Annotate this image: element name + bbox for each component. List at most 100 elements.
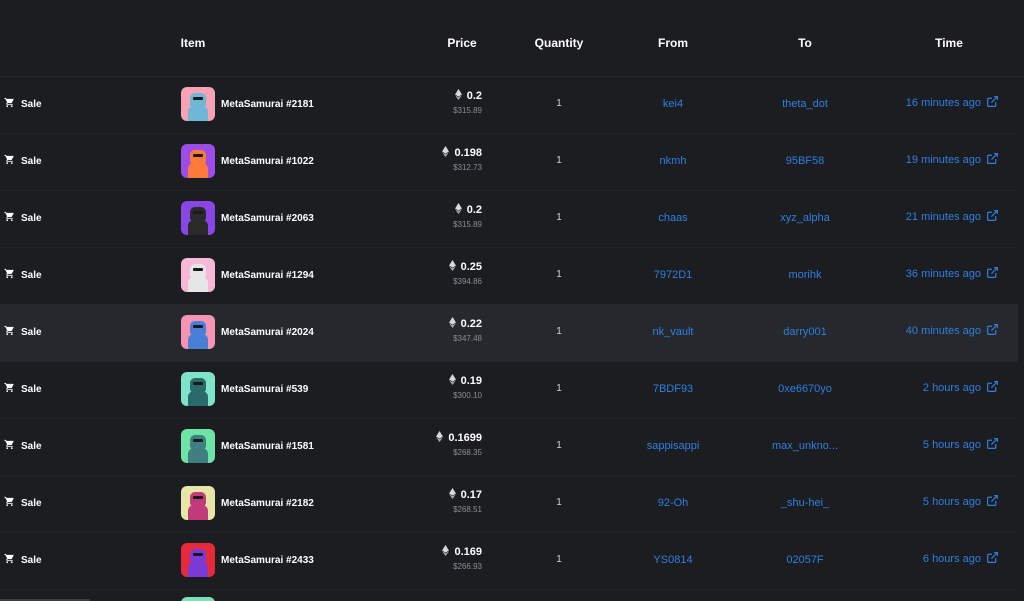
item-name[interactable]: MetaSamurai #1581 [221, 440, 314, 452]
item-thumbnail[interactable] [181, 597, 215, 601]
table-row[interactable]: Sale MetaSamurai #1294 0.25 $394.86 1 7972D1 m… [0, 247, 1018, 305]
event-label: Sale [21, 497, 42, 509]
item-thumbnail[interactable] [181, 144, 215, 178]
external-link-icon[interactable] [986, 437, 999, 453]
quantity: 1 [556, 497, 562, 508]
to-user-link[interactable]: 95BF58 [785, 155, 825, 167]
table-row[interactable]: Sale MetaSamurai #1581 0.1699 $268.35 1 sappi… [0, 418, 1018, 476]
to-user-link[interactable]: 02057F [786, 554, 824, 566]
time-link[interactable]: 5 hours ago [923, 437, 999, 453]
item-link[interactable]: MetaSamurai #2024 [181, 315, 314, 349]
external-link-icon[interactable] [986, 494, 999, 510]
external-link-icon[interactable] [986, 152, 999, 168]
time-label[interactable]: 40 minutes ago [905, 325, 981, 337]
item-link[interactable]: MetaSamurai #539 [181, 372, 308, 406]
item-name[interactable]: MetaSamurai #2433 [221, 554, 314, 566]
cart-icon [4, 496, 15, 510]
eth-icon [448, 260, 456, 275]
time-label[interactable]: 5 hours ago [922, 439, 981, 451]
cart-icon [4, 211, 15, 225]
from-user-link[interactable]: YS0814 [653, 554, 693, 566]
event-label: Sale [21, 98, 42, 110]
eth-icon [454, 203, 462, 218]
time-link[interactable]: 6 hours ago [923, 551, 999, 567]
external-link-icon[interactable] [986, 551, 999, 567]
eth-icon [442, 146, 450, 161]
external-link-icon[interactable] [986, 323, 999, 339]
item-thumbnail[interactable] [181, 429, 215, 463]
time-label[interactable]: 2 hours ago [922, 382, 981, 394]
time-label[interactable]: 5 hours ago [922, 496, 981, 508]
time-link[interactable]: 36 minutes ago [906, 266, 999, 282]
from-user-link[interactable]: sappisappi [646, 440, 700, 452]
time-label[interactable]: 19 minutes ago [905, 154, 981, 166]
table-row[interactable]: Sale MetaSamurai #2433 0.169 $266.93 1 YS0814… [0, 532, 1018, 590]
to-user-link[interactable]: theta_dot [782, 98, 828, 110]
item-thumbnail[interactable] [181, 258, 215, 292]
item-name[interactable]: MetaSamurai #2182 [221, 497, 314, 509]
price-eth: 0.198 [454, 147, 482, 159]
time-link[interactable]: 5 hours ago [923, 494, 999, 510]
item-thumbnail[interactable] [181, 315, 215, 349]
item-thumbnail[interactable] [181, 486, 215, 520]
time-link[interactable]: 2 hours ago [923, 380, 999, 396]
item-link[interactable]: MetaSamurai #2182 [181, 486, 314, 520]
time-link[interactable]: 40 minutes ago [906, 323, 999, 339]
event-type: Sale [4, 97, 42, 111]
time-label[interactable]: 6 hours ago [922, 553, 981, 565]
item-name[interactable]: MetaSamurai #2181 [221, 98, 314, 110]
time-link[interactable]: 19 minutes ago [906, 152, 999, 168]
external-link-icon[interactable] [986, 266, 999, 282]
time-label[interactable]: 21 minutes ago [905, 211, 981, 223]
eth-icon [448, 374, 456, 389]
item-thumbnail[interactable] [181, 201, 215, 235]
item-thumbnail[interactable] [181, 87, 215, 121]
item-thumbnail[interactable] [181, 543, 215, 577]
item-name[interactable]: MetaSamurai #2063 [221, 212, 314, 224]
item-name[interactable]: MetaSamurai #1022 [221, 155, 314, 167]
from-user-link[interactable]: 7972D1 [653, 269, 693, 281]
external-link-icon[interactable] [986, 95, 999, 111]
table-row[interactable]: Sale MetaSamurai #2024 0.22 $347.48 1 nk_vaul… [0, 304, 1018, 362]
item-link[interactable]: MetaSamurai #2181 [181, 87, 314, 121]
table-row[interactable]: Sale MetaSamurai #2182 0.17 $268.51 1 92-Oh _s… [0, 475, 1018, 533]
from-user-link[interactable]: nk_vault [652, 326, 694, 338]
item-link[interactable]: MetaSamurai #1294 [181, 258, 314, 292]
from-user-link[interactable]: chaas [658, 212, 688, 224]
table-row[interactable]: Sale MetaSamurai #539 0.19 $300.10 1 7BDF93 0x… [0, 361, 1018, 419]
to-user-link[interactable]: 0xe6670yo [778, 383, 832, 395]
table-row[interactable]: Sale MetaSamurai #1022 0.198 $312.73 1 nkmh 95… [0, 133, 1018, 191]
scrollbar[interactable] [0, 599, 90, 601]
from-user-link[interactable]: 7BDF93 [652, 383, 694, 395]
time-label[interactable]: 36 minutes ago [905, 268, 981, 280]
item-name[interactable]: MetaSamurai #2024 [221, 326, 314, 338]
to-user-link[interactable]: morihk [788, 269, 822, 281]
from-user-link[interactable]: 92-Oh [657, 497, 689, 509]
to-user-link[interactable]: darry001 [783, 326, 827, 338]
table-row[interactable]: Sale MetaSamurai #2181 0.2 $315.89 1 kei4 thet… [0, 76, 1018, 134]
item-name[interactable]: MetaSamurai #1294 [221, 269, 314, 281]
to-user-link[interactable]: _shu-hei_ [780, 497, 830, 509]
table-row[interactable]: Sale MetaSamurai #2063 0.2 $315.89 1 chaas xyz… [0, 190, 1018, 248]
item-link[interactable]: MetaSamurai #2063 [181, 201, 314, 235]
from-user-link[interactable]: kei4 [662, 98, 684, 110]
item-link[interactable]: MetaSamurai #2433 [181, 543, 314, 577]
price-cell: 0.169 $266.93 [442, 545, 482, 573]
quantity: 1 [556, 269, 562, 280]
item-thumbnail[interactable] [181, 372, 215, 406]
external-link-icon[interactable] [986, 209, 999, 225]
time-label[interactable]: 16 minutes ago [905, 97, 981, 109]
item-link[interactable]: MetaSamurai #1581 [181, 429, 314, 463]
external-link-icon[interactable] [986, 380, 999, 396]
time-link[interactable]: 21 minutes ago [906, 209, 999, 225]
item-link[interactable]: MetaSamurai #1022 [181, 144, 314, 178]
quantity: 1 [556, 212, 562, 223]
price-usd: $312.73 [453, 163, 482, 172]
from-user-link[interactable]: nkmh [659, 155, 687, 167]
item-name[interactable]: MetaSamurai #539 [221, 383, 309, 395]
to-user-link[interactable]: xyz_alpha [780, 212, 830, 224]
cart-icon [4, 382, 15, 396]
time-link[interactable]: 16 minutes ago [906, 95, 999, 111]
to-user-link[interactable]: max_unkno... [771, 440, 839, 452]
